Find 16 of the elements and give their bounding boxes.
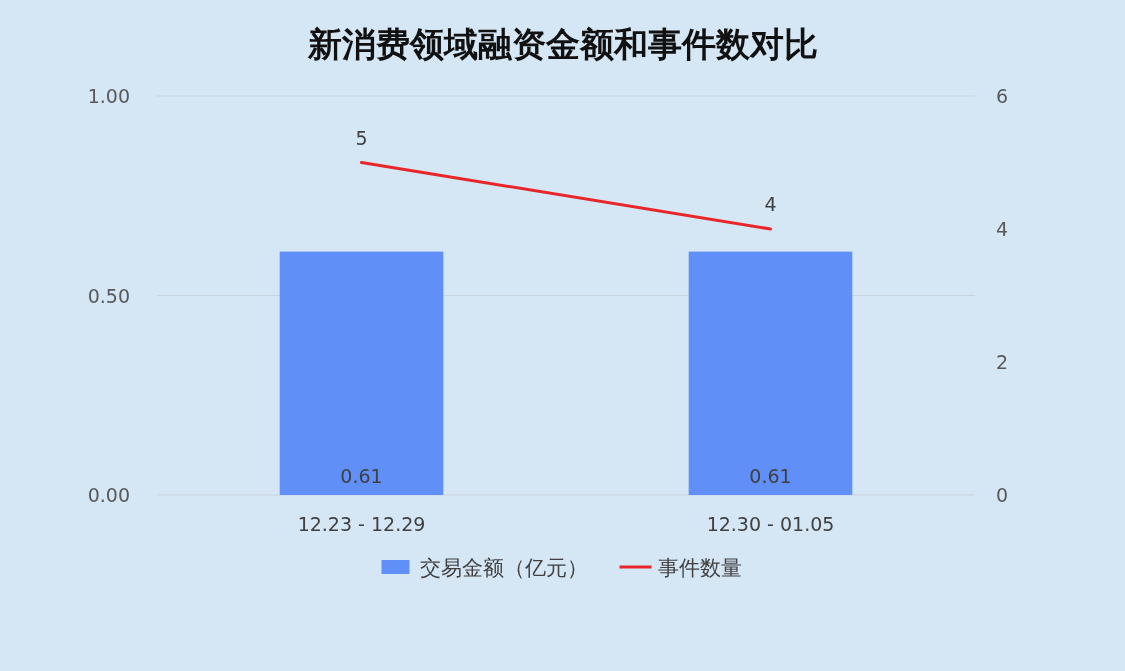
y2-tick-label: 0 [995,484,1009,506]
y-tick-label: 0.50 [87,284,130,307]
data-label: 0.61 [340,465,383,487]
legend-label: 事件数量 [657,556,742,580]
legend-label: 交易金额（亿元） [419,556,588,580]
data-label: 4 [764,193,777,215]
y-tick-label: 1.00 [87,85,130,107]
y2-tick-label: 4 [995,218,1009,240]
chart-title: 新消费领域融资金额和事件数对比 [306,24,818,64]
data-label: 0.61 [749,465,792,487]
y2-tick-label: 2 [995,351,1009,373]
x-tick-label: 12.23 - 12.29 [297,513,426,535]
y-tick-label: 0.00 [87,484,130,506]
y2-tick-label: 6 [995,85,1009,107]
data-label: 5 [355,126,368,149]
x-tick-label: 12.30 - 01.05 [706,513,835,535]
